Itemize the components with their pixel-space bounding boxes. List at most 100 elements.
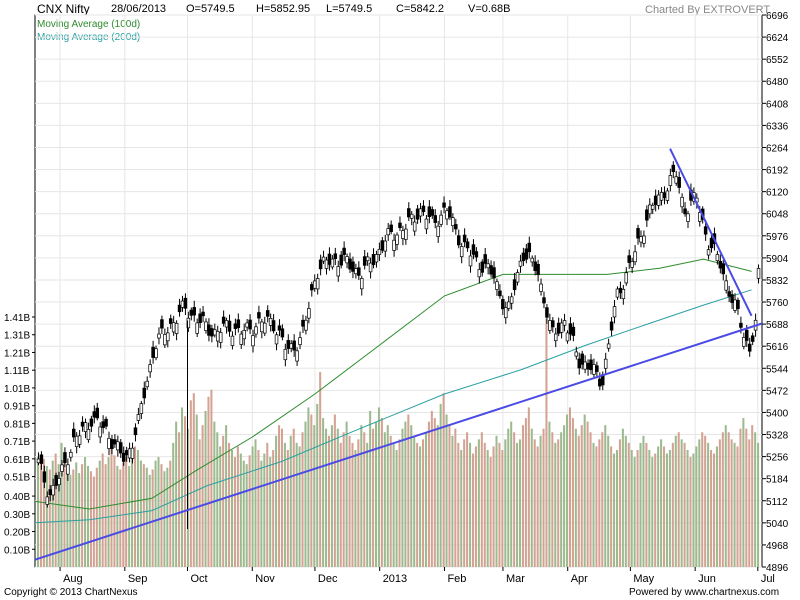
volume-bar bbox=[469, 442, 472, 567]
candle-body bbox=[354, 268, 358, 275]
price-tick-label: 5616 bbox=[766, 342, 789, 353]
candle-body bbox=[77, 435, 82, 445]
volume-bar bbox=[398, 439, 401, 567]
candle-body bbox=[221, 316, 226, 324]
candle-body bbox=[69, 452, 73, 458]
volume-bar bbox=[84, 457, 87, 567]
candle-body bbox=[398, 222, 402, 229]
volume-bar bbox=[721, 432, 724, 567]
volume-bar bbox=[416, 442, 419, 567]
price-tick-label: 6336 bbox=[766, 121, 789, 132]
candle-body bbox=[233, 323, 238, 329]
volume-bar bbox=[463, 439, 466, 567]
candle-body bbox=[480, 261, 485, 273]
candle-body bbox=[348, 258, 352, 270]
volume-bar bbox=[178, 432, 181, 567]
candle-body bbox=[254, 326, 258, 335]
candle-body bbox=[598, 378, 602, 387]
volume-bar bbox=[486, 449, 489, 567]
candle-body bbox=[592, 364, 596, 375]
candle-body bbox=[424, 218, 429, 230]
volume-bar bbox=[183, 416, 186, 567]
candle-body bbox=[430, 209, 435, 216]
volume-bar bbox=[454, 428, 457, 567]
ma200-line bbox=[34, 289, 752, 524]
candle-body bbox=[312, 280, 317, 289]
volume-bar bbox=[701, 432, 704, 567]
candle-body bbox=[683, 208, 687, 215]
volume-bar bbox=[710, 449, 713, 567]
volume-bar bbox=[424, 432, 427, 567]
candle-body bbox=[339, 254, 343, 266]
candle-body bbox=[583, 361, 587, 370]
volume-bar bbox=[104, 464, 107, 567]
candle-body bbox=[556, 322, 561, 334]
volume-bar bbox=[651, 457, 654, 567]
volume-bar bbox=[460, 449, 463, 567]
price-tick-label: 5112 bbox=[766, 497, 788, 508]
volume-bar bbox=[580, 425, 583, 567]
volume-bar bbox=[560, 432, 563, 567]
candle-body bbox=[612, 306, 617, 318]
candle-body bbox=[330, 258, 335, 268]
volume-tick-label: 1.11B bbox=[4, 366, 30, 377]
volume-bar bbox=[451, 435, 454, 567]
volume-tick-label: 0.10B bbox=[4, 545, 30, 556]
candle-body bbox=[498, 290, 502, 297]
volume-bar bbox=[483, 442, 486, 567]
volume-bar bbox=[131, 453, 134, 567]
candle-body bbox=[624, 272, 629, 284]
volume-bar bbox=[133, 446, 137, 567]
volume-bar bbox=[92, 476, 95, 567]
month-label: May bbox=[633, 573, 654, 585]
volume-tick-label: 0.30B bbox=[4, 510, 30, 521]
month-label: 2013 bbox=[383, 573, 407, 585]
candle-body bbox=[653, 195, 658, 205]
volume-bar bbox=[319, 371, 322, 567]
candle-body bbox=[51, 485, 55, 496]
volume-bar bbox=[63, 457, 66, 567]
candle-body bbox=[389, 224, 393, 232]
candle-body bbox=[442, 202, 446, 208]
candle-body bbox=[665, 190, 670, 201]
volume-bar bbox=[495, 435, 498, 567]
candle-body bbox=[648, 204, 652, 215]
candle-body bbox=[289, 343, 293, 349]
volume-bar bbox=[286, 449, 289, 567]
volume-bar bbox=[739, 428, 742, 567]
candle-body bbox=[236, 319, 241, 329]
volume-bar bbox=[198, 439, 201, 567]
volume-bar bbox=[439, 403, 442, 567]
volume-bar bbox=[712, 453, 716, 567]
candle-body bbox=[727, 291, 731, 297]
candle-body bbox=[198, 313, 202, 323]
candle-body bbox=[721, 263, 726, 275]
candle-body bbox=[265, 310, 270, 317]
volume-bar bbox=[313, 425, 316, 567]
volume-bar bbox=[339, 442, 342, 567]
candle-body bbox=[227, 320, 232, 332]
volume-bar bbox=[557, 439, 560, 567]
volume-bar bbox=[45, 465, 48, 567]
powered-by-text: Powered by www.chartnexus.com bbox=[629, 587, 780, 598]
volume-bar bbox=[513, 432, 516, 567]
candle-body bbox=[421, 205, 426, 213]
volume-bar bbox=[372, 428, 375, 567]
volume-bar bbox=[219, 446, 222, 567]
candle-body bbox=[157, 333, 161, 339]
volume-bar bbox=[363, 432, 366, 567]
volume-bar bbox=[369, 410, 372, 567]
candle-body bbox=[177, 304, 182, 313]
candle-body bbox=[565, 332, 570, 342]
volume-bar bbox=[295, 442, 298, 567]
candle-body bbox=[260, 321, 264, 333]
candle-body bbox=[471, 244, 476, 255]
volume-bar bbox=[110, 446, 113, 567]
candle-body bbox=[548, 320, 552, 331]
volume-bar bbox=[445, 414, 448, 567]
candle-body bbox=[477, 269, 482, 278]
volume-bar bbox=[742, 418, 745, 567]
candle-body bbox=[110, 439, 114, 449]
volume-bar bbox=[327, 435, 331, 567]
volume-bar bbox=[715, 446, 718, 567]
